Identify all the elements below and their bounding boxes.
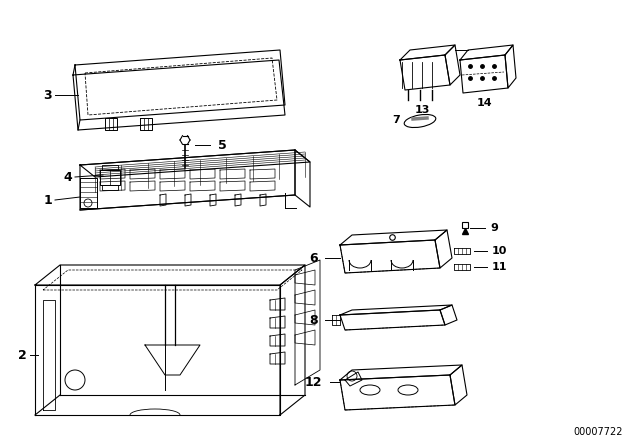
Text: 1: 1 xyxy=(44,194,52,207)
Text: 3: 3 xyxy=(44,89,52,102)
Text: 12: 12 xyxy=(305,375,322,388)
Text: 9: 9 xyxy=(490,223,498,233)
Text: 8: 8 xyxy=(309,314,318,327)
Text: 10: 10 xyxy=(492,246,508,256)
Text: 6: 6 xyxy=(309,251,318,264)
Text: 4: 4 xyxy=(63,171,72,184)
Text: 5: 5 xyxy=(218,138,227,151)
Text: 11: 11 xyxy=(492,262,508,272)
Text: 2: 2 xyxy=(18,349,26,362)
Text: 7: 7 xyxy=(392,115,400,125)
Text: 13: 13 xyxy=(414,105,429,115)
Text: 00007722: 00007722 xyxy=(573,427,623,437)
Text: 14: 14 xyxy=(477,98,493,108)
